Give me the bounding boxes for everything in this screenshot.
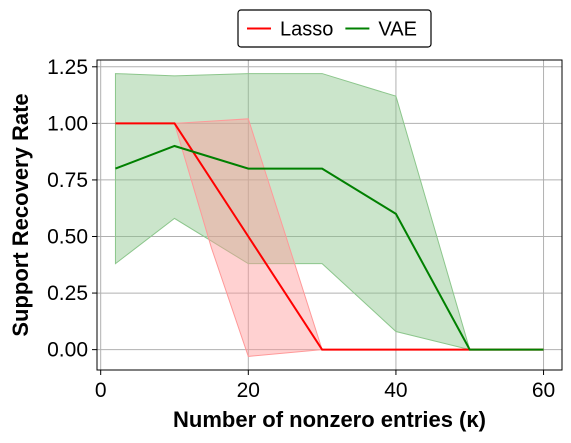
legend-label-lasso: Lasso xyxy=(280,19,333,41)
x-tick-label: 20 xyxy=(237,379,260,402)
band-lasso xyxy=(173,118,544,357)
axis-ticks: 0 20 40 60 0.00 0.25 0.50 0.75 1.00 1.25 xyxy=(47,56,555,402)
plot-area-frame xyxy=(96,59,563,371)
x-tick-label: 0 xyxy=(95,379,107,402)
y-axis-title: Support Recovery Rate xyxy=(8,93,33,336)
y-tick-label: 1.25 xyxy=(47,56,88,79)
x-tick-label: 60 xyxy=(532,379,555,402)
x-tick-label: 40 xyxy=(384,379,407,402)
y-tick-label: 0.25 xyxy=(47,282,88,305)
series-line-vae xyxy=(115,144,544,351)
legend-box xyxy=(237,9,432,48)
band-vae xyxy=(114,73,544,351)
x-axis-title: Number of nonzero entries (κ) xyxy=(173,407,486,432)
legend-label-vae: VAE xyxy=(378,19,417,41)
confidence-bands xyxy=(114,73,544,357)
series-lines xyxy=(115,122,544,351)
y-tick-label: 0.50 xyxy=(47,225,88,248)
legend: Lasso VAE xyxy=(237,9,432,48)
y-tick-label: 1.00 xyxy=(47,112,88,135)
y-tick-label: 0.75 xyxy=(47,169,88,192)
y-tick-label: 0.00 xyxy=(47,339,88,362)
